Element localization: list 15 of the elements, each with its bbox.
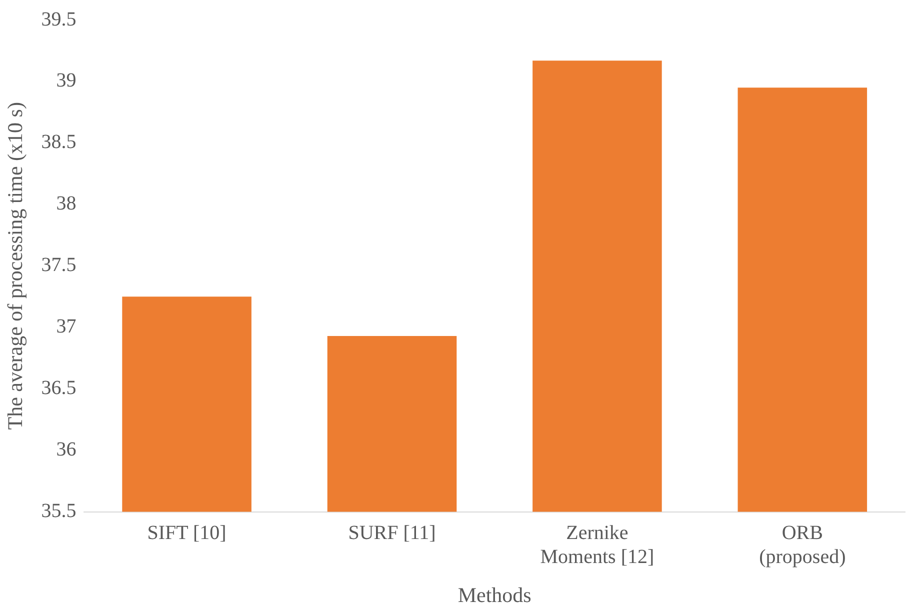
x-axis-title: Methods — [458, 582, 532, 607]
x-tick-label: SURF [11] — [348, 522, 436, 544]
x-tick-label: Zernike Moments [12] — [540, 522, 654, 568]
y-tick-label: 37 — [56, 316, 76, 338]
y-tick-label: 37.5 — [41, 254, 76, 276]
y-tick-label: 39 — [56, 70, 76, 92]
y-tick-label: 35.5 — [41, 500, 76, 522]
x-tick-label: ORB (proposed) — [759, 522, 846, 568]
y-axis-title: The average of processing time (x10 s) — [3, 102, 28, 430]
y-tick-label: 36 — [56, 438, 76, 461]
y-tick-label: 39.5 — [41, 8, 76, 30]
x-tick-label: SIFT [10] — [147, 522, 226, 544]
y-tick-label: 38 — [56, 192, 76, 215]
y-tick-label: 38.5 — [41, 131, 76, 154]
y-tick-label: 36.5 — [41, 377, 76, 400]
